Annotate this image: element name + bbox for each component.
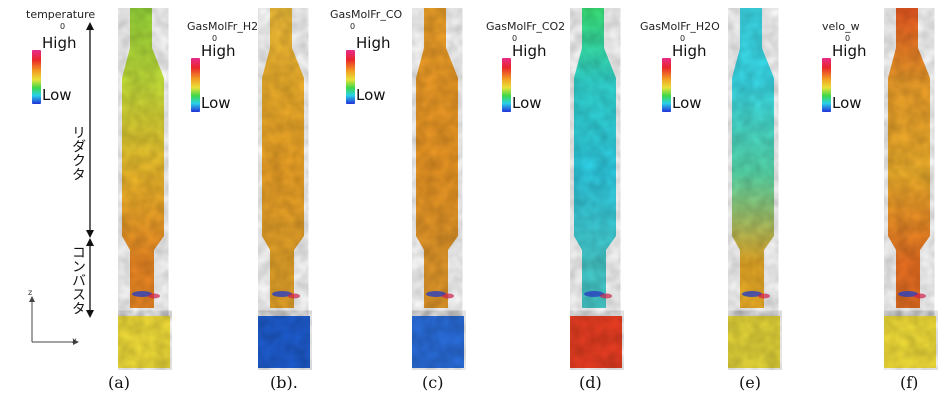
zone-arrows-icon	[86, 22, 94, 318]
injection-zone	[132, 291, 152, 297]
variable-name: GasMolFr_CO2	[486, 20, 566, 33]
colorbar	[662, 58, 671, 112]
flow-texture	[262, 8, 304, 308]
colorbar-high-label: High	[512, 42, 547, 60]
axis-arrows-icon	[29, 296, 79, 345]
variable-name: GasMolFr_H2	[187, 20, 259, 33]
variable-subscript: 0	[60, 22, 66, 31]
colorbar	[822, 58, 831, 112]
colorbar-low-label: Low	[356, 86, 386, 104]
hotspot-zone	[442, 293, 454, 299]
panel-caption: (b).	[270, 373, 298, 392]
panel-caption: (a)	[108, 373, 131, 392]
colorbar-high-label: High	[672, 42, 707, 60]
flow-texture	[574, 8, 616, 308]
colorbar	[191, 58, 200, 112]
panel-caption: (d)	[579, 373, 602, 392]
axis-triad: z x	[20, 288, 80, 347]
hotspot-zone	[148, 293, 160, 299]
injection-zone	[742, 291, 762, 297]
flow-texture	[888, 8, 930, 308]
panel-caption: (c)	[422, 373, 444, 392]
contour-plot-3	[412, 8, 464, 368]
colorbar	[32, 50, 41, 104]
lower-texture	[412, 316, 464, 368]
colorbar-low-label: Low	[672, 94, 702, 112]
panel-caption: (e)	[739, 373, 761, 392]
hotspot-zone	[600, 293, 612, 299]
variable-name: velo_w	[822, 20, 860, 33]
colorbar-low-label: Low	[201, 94, 231, 112]
lower-texture	[118, 316, 170, 368]
hotspot-zone	[758, 293, 770, 299]
variable-name: GasMolFr_H2O	[640, 20, 720, 33]
variable-subscript: 0	[845, 34, 851, 43]
contour-plot-1	[118, 8, 170, 368]
colorbar-low-label: Low	[832, 94, 862, 112]
variable-name: GasMolFr_CO	[330, 8, 403, 21]
contour-plot-4	[570, 8, 622, 368]
contour-plot-5	[728, 8, 780, 368]
zone-label-combustor: コンバスタ	[70, 245, 86, 315]
colorbar-high-label: High	[42, 34, 77, 52]
colorbar-low-label: Low	[42, 86, 72, 104]
axis-z-label: z	[28, 288, 33, 297]
injection-zone	[272, 291, 292, 297]
contour-plot-2	[258, 8, 310, 368]
variable-subscript: 0	[680, 34, 686, 43]
injection-zone	[898, 291, 918, 297]
flow-texture	[732, 8, 774, 308]
colorbar	[346, 50, 355, 104]
lower-texture	[728, 316, 780, 368]
lower-texture	[884, 316, 936, 368]
colorbar	[502, 58, 511, 112]
flow-texture	[416, 8, 458, 308]
injection-zone	[426, 291, 446, 297]
colorbar-high-label: High	[832, 42, 867, 60]
colorbar-low-label: Low	[512, 94, 542, 112]
variable-name: temperature	[26, 8, 96, 21]
variable-subscript: 0	[212, 34, 218, 43]
lower-texture	[258, 316, 310, 368]
injection-zone	[584, 291, 604, 297]
variable-subscript: 0	[350, 22, 356, 31]
axis-x-label: x	[72, 336, 77, 345]
colorbar-high-label: High	[356, 34, 391, 52]
zone-label-reducer: リダクタ	[70, 125, 86, 181]
hotspot-zone	[288, 293, 300, 299]
colorbar-high-label: High	[201, 42, 236, 60]
flow-texture	[122, 8, 164, 308]
variable-subscript: 0	[512, 34, 518, 43]
contour-plot-6	[884, 8, 936, 368]
panel-caption: (f)	[900, 373, 919, 392]
lower-texture	[570, 316, 622, 368]
hotspot-zone	[914, 293, 926, 299]
